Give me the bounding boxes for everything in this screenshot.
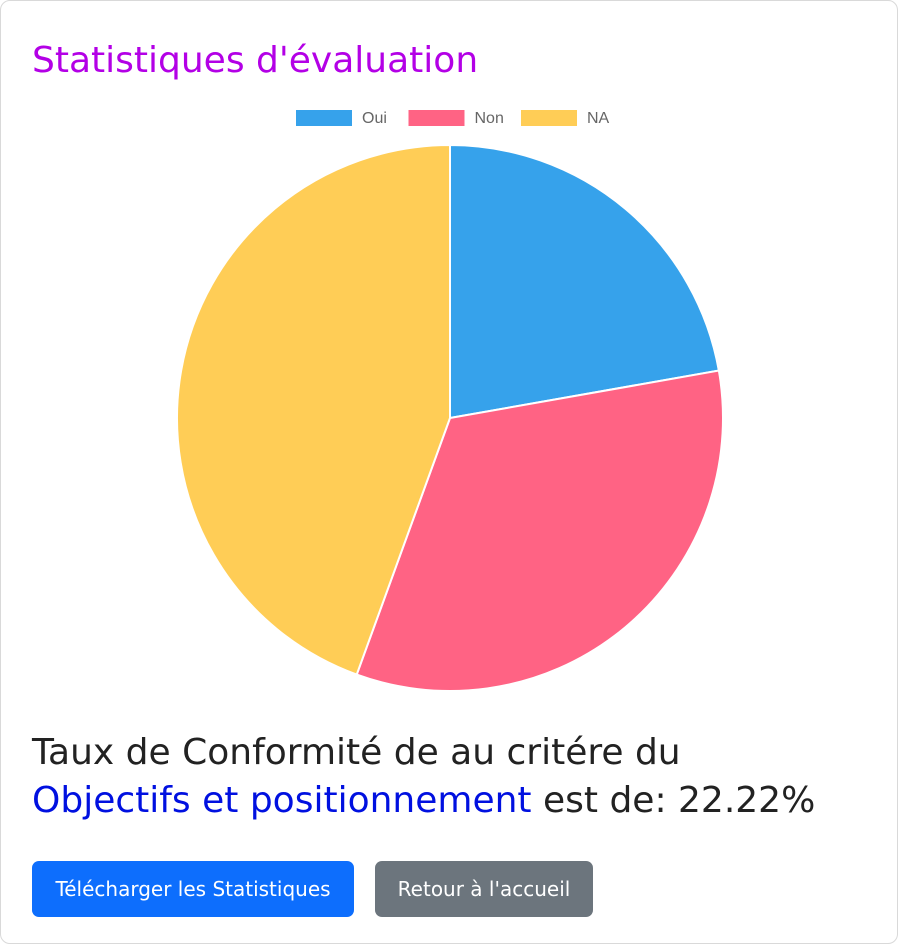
pie-slices [176, 143, 724, 693]
pie-chart: Oui Non NA [176, 110, 724, 693]
legend-swatch-oui[interactable] [296, 110, 352, 126]
pie-slice-oui[interactable] [449, 143, 721, 420]
chart-legend: Oui Non NA [296, 110, 610, 127]
result-rate: est de: 22.22% [531, 780, 816, 821]
back-home-button[interactable]: Retour à l'accueil [375, 861, 593, 917]
legend-label-oui[interactable]: Oui [362, 110, 387, 127]
criterion-name: Objectifs et positionnement [32, 780, 532, 821]
legend-swatch-na[interactable] [521, 110, 577, 126]
result-line-1: Taux de Conformité de au critére du [32, 732, 681, 773]
legend-label-na[interactable]: NA [587, 110, 610, 127]
page-title: Statistiques d'évaluation [32, 40, 479, 81]
download-statistics-button[interactable]: Télécharger les Statistiques [32, 861, 354, 917]
pie-slice-na[interactable] [176, 143, 451, 676]
compliance-result: Taux de Conformité de au critére du Obje… [32, 729, 882, 825]
pie-slice-non[interactable] [355, 369, 724, 693]
legend-swatch-non[interactable] [408, 110, 465, 126]
legend-label-non[interactable]: Non [475, 110, 504, 127]
